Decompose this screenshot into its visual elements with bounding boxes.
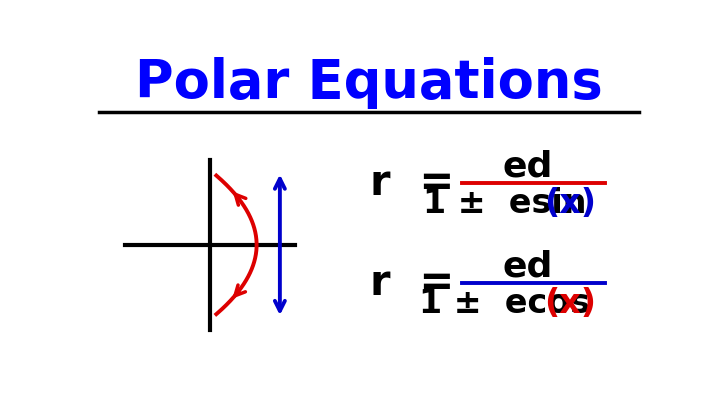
Text: 1 ±  ecos: 1 ± ecos — [419, 287, 590, 320]
Text: r  =: r = — [369, 162, 454, 204]
Text: Polar Equations: Polar Equations — [135, 57, 603, 109]
Text: (x): (x) — [544, 187, 596, 220]
Text: r  =: r = — [369, 262, 454, 304]
Text: (x): (x) — [544, 287, 596, 320]
Text: ed: ed — [503, 249, 553, 283]
Text: ed: ed — [503, 149, 553, 183]
Text: 1 ±  esin: 1 ± esin — [423, 187, 586, 220]
